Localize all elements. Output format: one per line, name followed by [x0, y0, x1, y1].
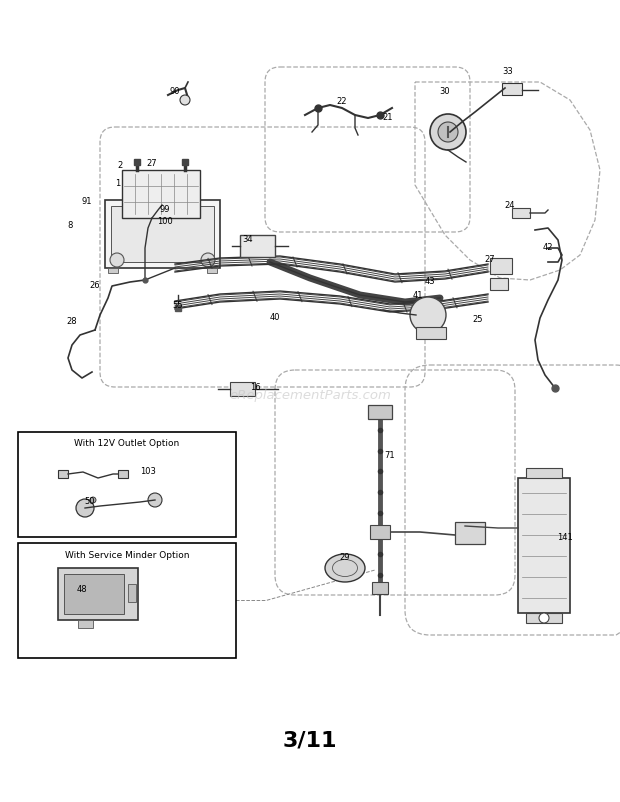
- Text: 1: 1: [115, 179, 121, 188]
- Text: 50: 50: [85, 497, 95, 507]
- Text: 34: 34: [242, 236, 254, 245]
- Bar: [111, 206, 214, 262]
- Bar: [416, 327, 446, 339]
- Bar: [368, 405, 392, 419]
- Text: 48: 48: [77, 585, 87, 594]
- Bar: [372, 582, 388, 594]
- Circle shape: [201, 253, 215, 267]
- Text: 90: 90: [170, 87, 180, 96]
- Text: 28: 28: [67, 318, 78, 326]
- Text: 22: 22: [337, 98, 347, 107]
- Text: 91: 91: [82, 197, 92, 206]
- Text: 55: 55: [173, 301, 184, 310]
- Bar: [230, 382, 255, 396]
- Text: 30: 30: [440, 87, 450, 96]
- Text: eReplacementParts.com: eReplacementParts.com: [229, 388, 391, 402]
- Text: 25: 25: [472, 315, 483, 325]
- Bar: [58, 568, 138, 620]
- Text: 100: 100: [157, 217, 173, 226]
- Bar: [490, 258, 512, 274]
- Text: 41: 41: [413, 290, 423, 299]
- Bar: [518, 478, 570, 613]
- Bar: [512, 208, 530, 218]
- Text: 26: 26: [90, 281, 100, 290]
- Text: 2: 2: [117, 160, 123, 169]
- Bar: [240, 235, 275, 257]
- Circle shape: [539, 613, 549, 623]
- Bar: [502, 83, 522, 95]
- Ellipse shape: [325, 554, 365, 582]
- Bar: [526, 613, 562, 623]
- Text: 141: 141: [557, 533, 573, 542]
- Bar: [455, 522, 485, 544]
- Bar: [122, 170, 200, 218]
- Text: 16: 16: [250, 383, 260, 392]
- Bar: [526, 468, 562, 478]
- Circle shape: [438, 122, 458, 142]
- Text: 21: 21: [383, 114, 393, 123]
- Bar: [207, 268, 217, 273]
- Text: 40: 40: [270, 314, 280, 322]
- Bar: [490, 278, 508, 290]
- Text: 43: 43: [425, 277, 435, 286]
- Circle shape: [110, 253, 124, 267]
- Bar: [58, 470, 68, 478]
- Bar: [18, 432, 236, 537]
- Text: 71: 71: [384, 451, 396, 460]
- Bar: [370, 525, 390, 539]
- Bar: [105, 200, 220, 268]
- Bar: [128, 584, 136, 602]
- Text: 24: 24: [505, 200, 515, 209]
- Circle shape: [410, 297, 446, 333]
- Circle shape: [90, 497, 96, 503]
- Circle shape: [76, 499, 94, 517]
- Text: 27: 27: [147, 159, 157, 168]
- Circle shape: [148, 493, 162, 507]
- Bar: [118, 470, 128, 478]
- Text: 33: 33: [503, 67, 513, 76]
- Bar: [18, 543, 236, 658]
- Text: 8: 8: [68, 221, 73, 229]
- Text: 99: 99: [160, 205, 171, 214]
- Bar: [64, 574, 124, 614]
- Text: With 12V Outlet Option: With 12V Outlet Option: [74, 439, 180, 448]
- Text: 27: 27: [485, 256, 495, 265]
- Circle shape: [180, 95, 190, 105]
- Circle shape: [430, 114, 466, 150]
- Text: 103: 103: [140, 468, 156, 476]
- Text: With Service Minder Option: With Service Minder Option: [64, 550, 189, 560]
- Bar: [78, 620, 93, 628]
- Text: 42: 42: [542, 244, 553, 253]
- Bar: [108, 268, 118, 273]
- Text: 3/11: 3/11: [283, 730, 337, 750]
- Text: 29: 29: [340, 553, 350, 562]
